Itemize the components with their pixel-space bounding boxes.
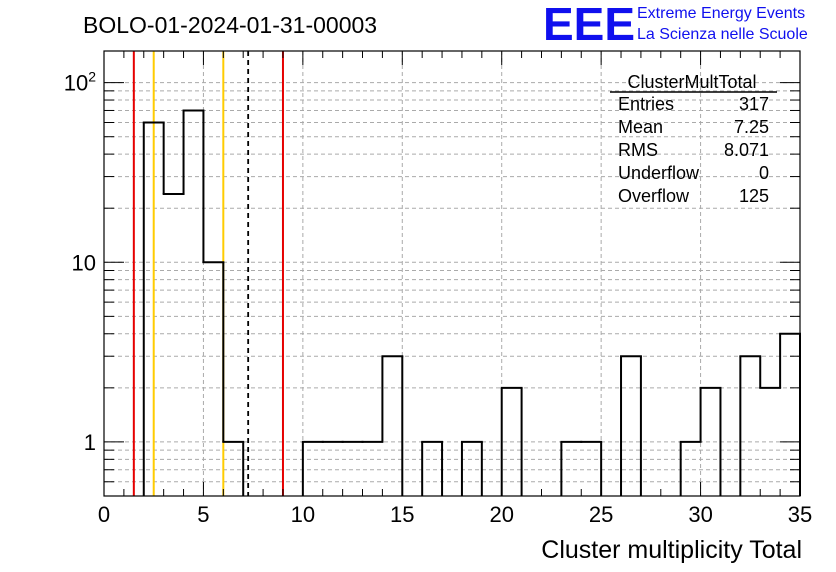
x-tick-label: 35 (788, 502, 812, 527)
logo-mark: EEE (543, 0, 635, 50)
logo-line-1: Extreme Energy Events (637, 5, 805, 22)
stats-mean-value: 7.25 (734, 117, 769, 137)
x-tick-label: 20 (489, 502, 513, 527)
x-tick-label: 30 (688, 502, 712, 527)
stats-entries-value: 317 (739, 94, 769, 114)
stats-underflow-label: Underflow (618, 163, 700, 183)
y-tick-label: 1 (84, 430, 96, 455)
stats-rms-value: 8.071 (724, 140, 769, 160)
x-tick-label: 25 (589, 502, 613, 527)
x-tick-labels: 0 5 10 15 20 25 30 35 (98, 502, 812, 527)
stats-box-title: ClusterMultTotal (627, 72, 756, 92)
plot-frame (103, 50, 801, 497)
stats-entries-label: Entries (618, 94, 674, 114)
run-title: BOLO-01-2024-01-31-00003 (83, 12, 377, 38)
x-tick-label: 5 (197, 502, 209, 527)
stats-overflow-value: 125 (739, 186, 769, 206)
logo-line-2: La Scienza nelle Scuole (637, 26, 808, 43)
y-tick-label: 10 (72, 250, 96, 275)
grid-lines (104, 51, 800, 497)
stats-mean-label: Mean (618, 117, 663, 137)
y-tick-exponent: 2 (88, 69, 96, 85)
stats-box: ClusterMultTotal Entries 317 Mean 7.25 R… (610, 72, 777, 206)
stats-underflow-value: 0 (759, 163, 769, 183)
x-tick-label: 0 (98, 502, 110, 527)
x-tick-label: 10 (291, 502, 315, 527)
x-tick-label: 15 (390, 502, 414, 527)
x-axis-title: Cluster multiplicity Total (541, 536, 802, 564)
eee-logo: EEE Extreme Energy Events La Scienza nel… (543, 0, 808, 50)
axis-ticks (103, 51, 801, 497)
stats-overflow-label: Overflow (618, 186, 690, 206)
stats-rms-label: RMS (618, 140, 658, 160)
